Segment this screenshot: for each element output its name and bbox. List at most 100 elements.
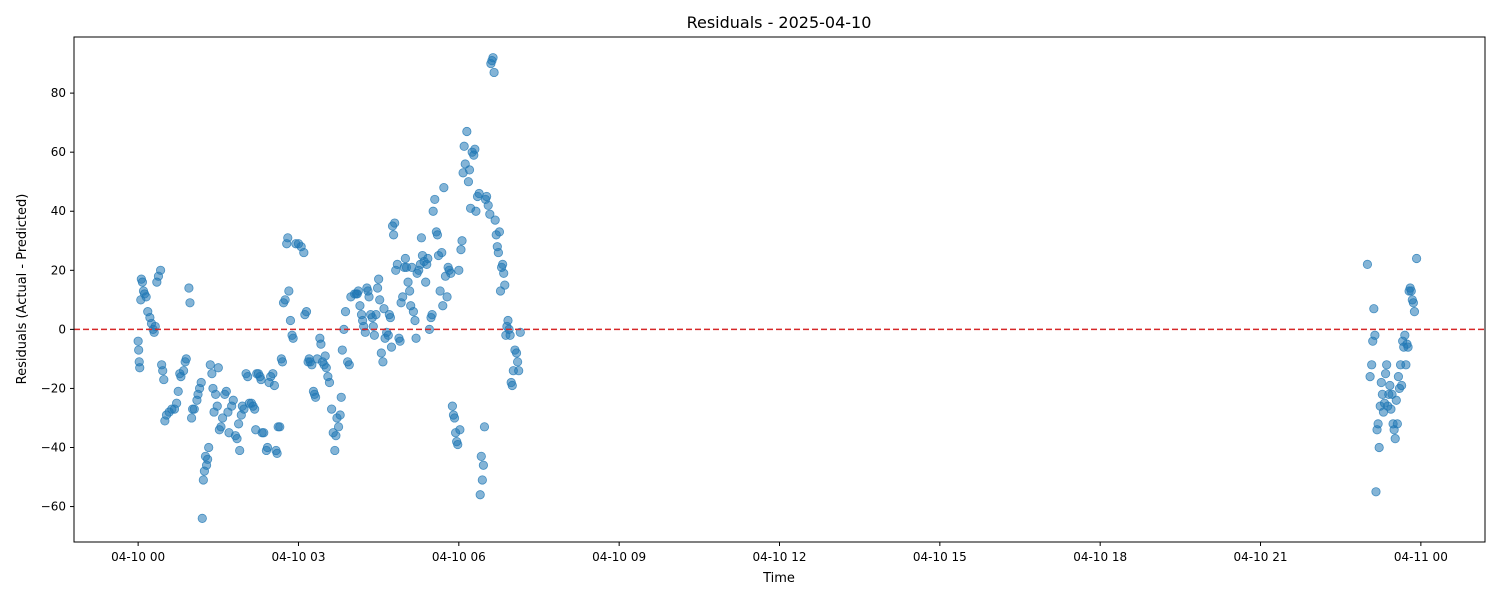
data-point <box>184 283 194 293</box>
data-point <box>389 230 399 240</box>
data-point <box>1382 360 1392 370</box>
data-point <box>196 377 206 388</box>
data-point <box>269 380 280 391</box>
x-tick-label: 04-10 18 <box>1073 550 1127 564</box>
data-point <box>410 315 420 326</box>
data-point <box>331 431 341 441</box>
data-point <box>428 206 438 216</box>
data-point <box>173 386 183 396</box>
data-point <box>1371 487 1381 497</box>
data-point <box>470 144 480 154</box>
data-point <box>494 227 505 237</box>
data-point <box>1390 434 1400 444</box>
x-axis-label: Time <box>762 571 795 586</box>
data-point <box>1369 304 1379 314</box>
data-point <box>1362 259 1373 269</box>
data-point <box>158 366 168 376</box>
data-point <box>482 191 492 202</box>
data-point <box>507 380 517 391</box>
data-point <box>217 413 228 423</box>
data-point <box>243 372 253 382</box>
data-point <box>400 253 410 264</box>
data-point <box>320 351 330 361</box>
data-point <box>488 53 498 63</box>
data-point <box>159 374 169 385</box>
data-point <box>204 442 214 453</box>
data-point <box>284 286 294 296</box>
y-tick-label: −60 <box>41 500 66 514</box>
data-point <box>435 286 445 296</box>
data-point <box>310 392 321 402</box>
data-point <box>1408 298 1418 308</box>
x-tick-label: 04-10 15 <box>913 550 967 564</box>
data-point <box>1401 360 1411 370</box>
x-tick-label: 04-10 21 <box>1234 550 1288 564</box>
data-point <box>411 333 421 343</box>
data-point <box>288 333 298 343</box>
data-point <box>442 292 452 302</box>
data-point <box>503 315 513 326</box>
x-tick-label: 04-10 06 <box>432 550 486 564</box>
data-point <box>499 268 509 278</box>
y-axis: −60 −40 −20 0 20 40 60 80 <box>41 86 74 514</box>
data-point <box>150 321 160 332</box>
y-tick-label: 60 <box>51 145 66 159</box>
data-point <box>272 448 282 458</box>
data-point <box>172 398 182 408</box>
data-point <box>283 233 293 243</box>
data-point <box>321 363 331 373</box>
data-point <box>475 490 485 500</box>
data-point <box>464 165 475 175</box>
data-point <box>447 401 457 411</box>
data-point <box>374 274 384 284</box>
data-point <box>232 434 242 444</box>
data-point <box>189 404 199 414</box>
y-tick-label: −40 <box>41 440 66 454</box>
data-point <box>379 304 389 314</box>
data-point <box>372 283 383 293</box>
data-point <box>432 230 443 240</box>
data-point <box>479 422 490 432</box>
data-point <box>376 348 386 358</box>
data-point <box>457 236 467 246</box>
data-point <box>212 401 222 411</box>
data-point <box>455 425 465 435</box>
data-point <box>213 363 223 373</box>
data-point <box>333 422 344 432</box>
data-point <box>301 307 312 317</box>
y-tick-label: 40 <box>51 204 66 218</box>
y-tick-label: 80 <box>51 86 66 100</box>
data-point <box>500 280 510 290</box>
data-point <box>353 286 363 296</box>
data-point <box>1392 419 1402 429</box>
data-point <box>489 67 499 78</box>
data-point <box>437 247 447 258</box>
data-point <box>250 404 260 414</box>
data-point <box>449 413 460 423</box>
data-point <box>327 404 337 414</box>
data-point <box>340 307 351 317</box>
y-tick-label: −20 <box>41 381 66 395</box>
data-point <box>1385 380 1395 391</box>
data-point <box>439 183 449 193</box>
data-point <box>1397 380 1407 391</box>
data-point <box>324 377 335 388</box>
data-point <box>1380 369 1391 379</box>
x-tick-label: 04-10 00 <box>111 550 165 564</box>
data-point <box>344 360 354 370</box>
data-point <box>430 194 440 205</box>
data-point <box>476 451 486 461</box>
data-point <box>198 475 208 485</box>
data-point <box>515 327 525 337</box>
data-point <box>181 354 191 364</box>
data-point <box>483 200 493 210</box>
data-point <box>134 345 144 355</box>
data-point <box>235 445 245 456</box>
scatter-points <box>133 53 1422 523</box>
data-point <box>505 330 515 340</box>
data-point <box>259 428 269 438</box>
y-axis-label: Residuals (Actual - Predicted) <box>15 194 30 385</box>
data-point <box>221 386 231 396</box>
data-point <box>498 259 508 269</box>
